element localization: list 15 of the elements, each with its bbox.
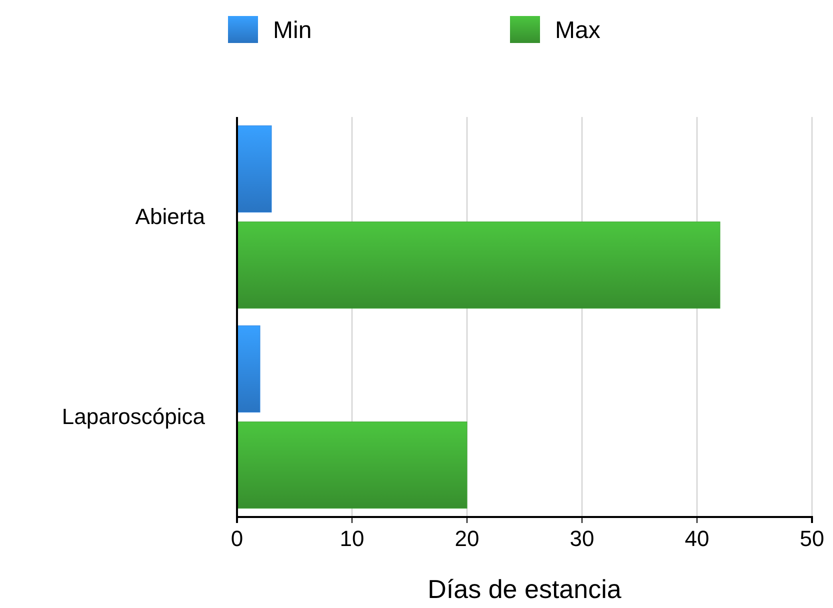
bar — [236, 422, 468, 509]
bar — [236, 325, 260, 412]
x-tick-label: 40 — [684, 526, 710, 551]
x-tick-label: 20 — [454, 526, 480, 551]
legend-label: Min — [273, 17, 312, 44]
x-tick-label: 0 — [230, 526, 244, 551]
bar — [236, 125, 272, 212]
x-tick-label: 30 — [570, 526, 594, 551]
x-axis-title: Días de estancia — [428, 574, 622, 604]
x-tick-label: 50 — [800, 526, 824, 551]
y-tick-label: Laparoscópica — [62, 404, 206, 430]
bar — [236, 222, 720, 309]
x-tick-label: 10 — [340, 526, 364, 551]
legend-label: Max — [555, 17, 600, 44]
y-tick-label: Abierta — [135, 204, 206, 230]
